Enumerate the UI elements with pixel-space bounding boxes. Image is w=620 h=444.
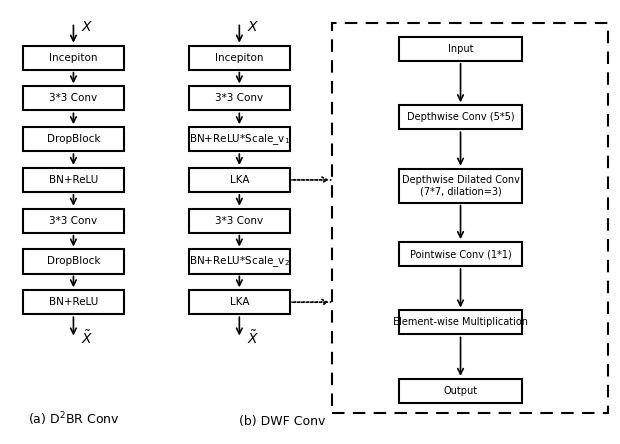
Text: BN+ReLU*Scale_v$_1$: BN+ReLU*Scale_v$_1$ [189, 132, 290, 147]
Text: BN+ReLU: BN+ReLU [49, 175, 98, 185]
Text: Depthwise Dilated Conv
(7*7, dilation=3): Depthwise Dilated Conv (7*7, dilation=3) [402, 175, 520, 196]
FancyBboxPatch shape [399, 379, 522, 403]
Text: LKA: LKA [229, 297, 249, 307]
Text: $X$: $X$ [247, 20, 260, 34]
Text: $\tilde{X}$: $\tilde{X}$ [247, 329, 260, 347]
Text: 3*3 Conv: 3*3 Conv [50, 216, 97, 226]
FancyBboxPatch shape [23, 250, 124, 274]
FancyBboxPatch shape [23, 209, 124, 233]
FancyBboxPatch shape [188, 127, 290, 151]
Text: Depthwise Conv (5*5): Depthwise Conv (5*5) [407, 112, 515, 122]
FancyBboxPatch shape [188, 250, 290, 274]
FancyBboxPatch shape [399, 310, 522, 334]
Text: Input: Input [448, 44, 473, 54]
FancyBboxPatch shape [399, 169, 522, 203]
Text: $X$: $X$ [81, 20, 94, 34]
Text: 3*3 Conv: 3*3 Conv [50, 93, 97, 103]
FancyBboxPatch shape [23, 127, 124, 151]
Text: Element-wise Multiplication: Element-wise Multiplication [393, 317, 528, 327]
FancyBboxPatch shape [188, 290, 290, 314]
Text: LKA: LKA [229, 175, 249, 185]
Text: (a) D$^2$BR Conv: (a) D$^2$BR Conv [28, 410, 119, 428]
FancyBboxPatch shape [23, 168, 124, 192]
FancyBboxPatch shape [188, 86, 290, 111]
Text: Incepiton: Incepiton [215, 52, 264, 63]
Text: Pointwise Conv (1*1): Pointwise Conv (1*1) [410, 249, 511, 259]
FancyBboxPatch shape [23, 290, 124, 314]
Text: DropBlock: DropBlock [46, 134, 100, 144]
FancyBboxPatch shape [399, 37, 522, 61]
FancyBboxPatch shape [23, 86, 124, 111]
FancyBboxPatch shape [399, 242, 522, 266]
Text: 3*3 Conv: 3*3 Conv [215, 93, 264, 103]
Text: BN+ReLU*Scale_v$_2$: BN+ReLU*Scale_v$_2$ [189, 254, 290, 269]
Text: Output: Output [443, 386, 477, 396]
FancyBboxPatch shape [188, 168, 290, 192]
FancyBboxPatch shape [399, 105, 522, 129]
FancyBboxPatch shape [23, 46, 124, 70]
FancyBboxPatch shape [332, 23, 608, 413]
Text: BN+ReLU: BN+ReLU [49, 297, 98, 307]
Text: 3*3 Conv: 3*3 Conv [215, 216, 264, 226]
FancyBboxPatch shape [188, 209, 290, 233]
Text: Incepiton: Incepiton [49, 52, 98, 63]
Text: (b) DWF Conv: (b) DWF Conv [239, 415, 326, 428]
Text: $\tilde{X}$: $\tilde{X}$ [81, 329, 94, 347]
FancyBboxPatch shape [188, 46, 290, 70]
Text: DropBlock: DropBlock [46, 257, 100, 266]
